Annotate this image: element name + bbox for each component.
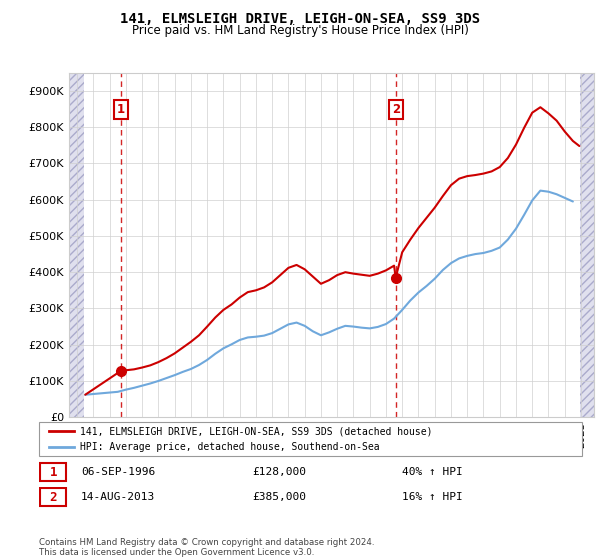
Text: 16% ↑ HPI: 16% ↑ HPI (402, 492, 463, 502)
Text: 14-AUG-2013: 14-AUG-2013 (81, 492, 155, 502)
Text: 06-SEP-1996: 06-SEP-1996 (81, 467, 155, 477)
Text: Price paid vs. HM Land Registry's House Price Index (HPI): Price paid vs. HM Land Registry's House … (131, 24, 469, 37)
Bar (40, 463, 67, 481)
Text: HPI: Average price, detached house, Southend-on-Sea: HPI: Average price, detached house, Sout… (80, 442, 379, 452)
Text: 1: 1 (50, 465, 57, 479)
Text: £128,000: £128,000 (252, 467, 306, 477)
Text: 2: 2 (50, 491, 57, 504)
Bar (40, 488, 67, 506)
Text: Contains HM Land Registry data © Crown copyright and database right 2024.
This d: Contains HM Land Registry data © Crown c… (39, 538, 374, 557)
Text: 40% ↑ HPI: 40% ↑ HPI (402, 467, 463, 477)
Text: 1: 1 (117, 102, 125, 115)
Text: 141, ELMSLEIGH DRIVE, LEIGH-ON-SEA, SS9 3DS (detached house): 141, ELMSLEIGH DRIVE, LEIGH-ON-SEA, SS9 … (80, 426, 432, 436)
Text: £385,000: £385,000 (252, 492, 306, 502)
Text: 141, ELMSLEIGH DRIVE, LEIGH-ON-SEA, SS9 3DS: 141, ELMSLEIGH DRIVE, LEIGH-ON-SEA, SS9 … (120, 12, 480, 26)
Text: 2: 2 (392, 102, 400, 115)
